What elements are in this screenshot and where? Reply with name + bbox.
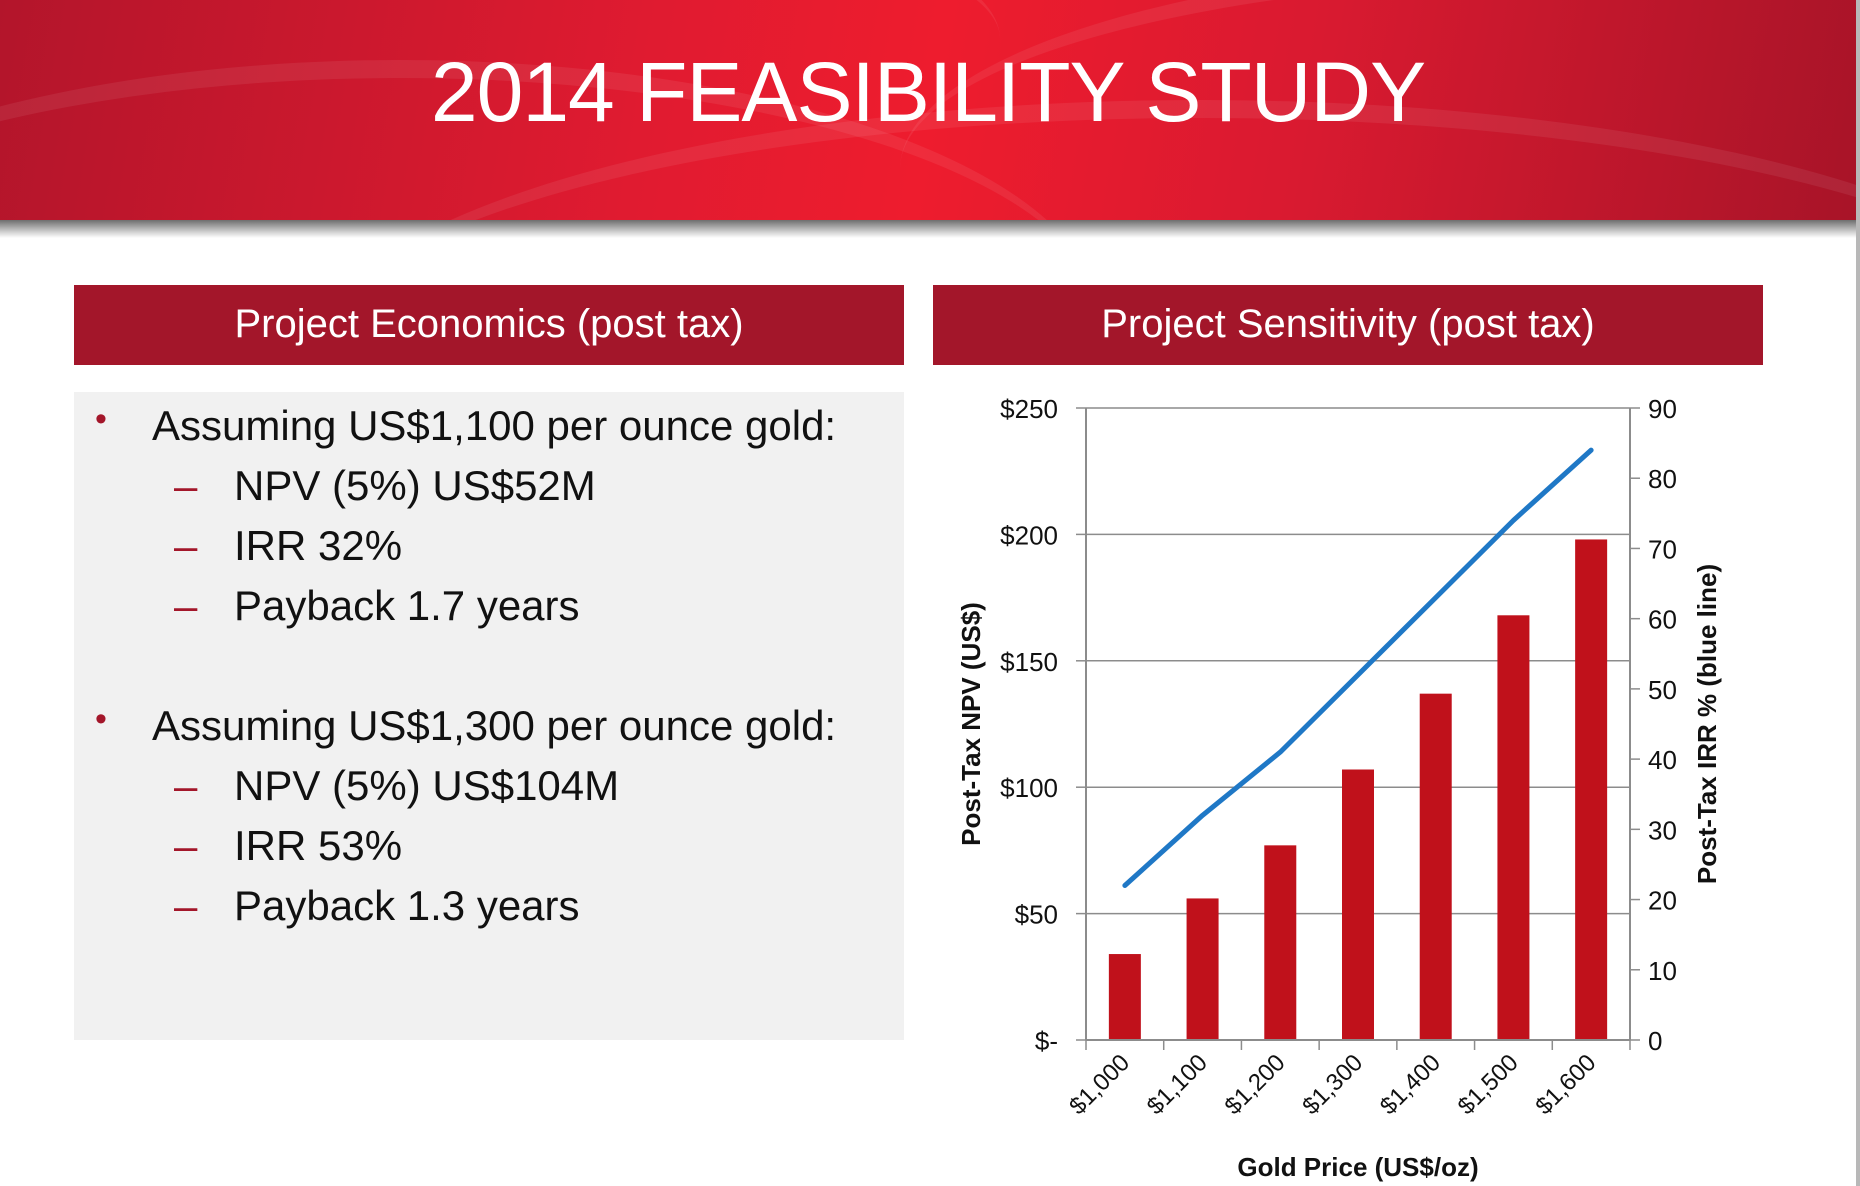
x-tick-label: $1,000 <box>1064 1049 1135 1120</box>
y-tick-label: $200 <box>1000 520 1058 550</box>
economics-header: Project Economics (post tax) <box>74 285 904 365</box>
bullet-dot: • <box>95 700 107 738</box>
banner-shadow <box>0 220 1856 238</box>
assumption-2-text: Assuming US$1,300 per ounce gold: <box>152 702 837 749</box>
npv-2-text: NPV (5%) US$104M <box>234 762 620 809</box>
x-tick-label: $1,500 <box>1453 1049 1524 1120</box>
y-tick-label: $50 <box>1015 900 1058 930</box>
payback-2-text: Payback 1.3 years <box>234 882 580 929</box>
x-tick-label: $1,300 <box>1297 1049 1368 1120</box>
y2-tick-label: 20 <box>1648 886 1677 916</box>
bullet-assumption-2: • Assuming US$1,300 per ounce gold: <box>95 700 837 750</box>
npv-bar <box>1264 845 1297 1040</box>
sub-item-npv-1: – NPV (5%) US$52M <box>174 462 596 510</box>
dash-marker: – <box>174 882 198 929</box>
title-banner <box>0 0 1856 220</box>
irr-line <box>1122 447 1594 889</box>
slide-edge <box>1856 0 1860 1186</box>
dash-marker: – <box>174 762 198 809</box>
x-tick-label: $1,100 <box>1142 1049 1213 1120</box>
x-axis-title: Gold Price (US$/oz) <box>1237 1152 1478 1182</box>
slide-title: 2014 FEASIBILITY STUDY <box>430 45 1426 139</box>
irr-1-text: IRR 32% <box>234 522 403 569</box>
y2-tick-label: 0 <box>1648 1026 1662 1056</box>
y-tick-label: $100 <box>1000 773 1058 803</box>
sub-item-npv-2: – NPV (5%) US$104M <box>174 762 620 810</box>
npv-bar <box>1497 615 1530 1040</box>
y2-tick-label: 60 <box>1648 605 1677 635</box>
npv-bar <box>1419 693 1452 1040</box>
x-tick-label: $1,200 <box>1220 1049 1291 1120</box>
x-tick-label: $1,600 <box>1530 1049 1601 1120</box>
irr-2-text: IRR 53% <box>234 822 403 869</box>
sub-item-irr-2: – IRR 53% <box>174 822 403 870</box>
payback-1-text: Payback 1.7 years <box>234 582 580 629</box>
y2-tick-label: 80 <box>1648 464 1677 494</box>
y2-tick-label: 40 <box>1648 745 1677 775</box>
dash-marker: – <box>174 822 198 869</box>
sub-item-payback-1: – Payback 1.7 years <box>174 582 580 630</box>
y-axis-title: Post-Tax NPV (US$) <box>956 602 986 846</box>
y2-axis-title: Post-Tax IRR % (blue line) <box>1692 564 1722 884</box>
y-tick-label: $250 <box>1000 394 1058 424</box>
y-tick-label: $- <box>1035 1026 1058 1056</box>
dash-marker: – <box>174 462 198 509</box>
bullet-dot: • <box>95 400 107 438</box>
y2-tick-label: 50 <box>1648 675 1677 705</box>
bullet-assumption-1: • Assuming US$1,100 per ounce gold: <box>95 400 837 450</box>
y2-tick-label: 70 <box>1648 534 1677 564</box>
npv-bar <box>1575 539 1608 1040</box>
sensitivity-header: Project Sensitivity (post tax) <box>933 285 1763 365</box>
y2-tick-label: 10 <box>1648 956 1677 986</box>
sub-item-payback-2: – Payback 1.3 years <box>174 882 580 930</box>
y-tick-label: $150 <box>1000 647 1058 677</box>
dash-marker: – <box>174 522 198 569</box>
npv-bar <box>1186 898 1219 1040</box>
y2-tick-label: 90 <box>1648 394 1677 424</box>
y2-tick-label: 30 <box>1648 815 1677 845</box>
assumption-1-text: Assuming US$1,100 per ounce gold: <box>152 402 837 449</box>
sub-item-irr-1: – IRR 32% <box>174 522 403 570</box>
dash-marker: – <box>174 582 198 629</box>
npv-bar <box>1342 769 1374 1040</box>
economics-panel <box>74 392 904 1040</box>
npv-1-text: NPV (5%) US$52M <box>234 462 596 509</box>
npv-bar <box>1108 954 1141 1040</box>
x-tick-label: $1,400 <box>1375 1049 1446 1120</box>
